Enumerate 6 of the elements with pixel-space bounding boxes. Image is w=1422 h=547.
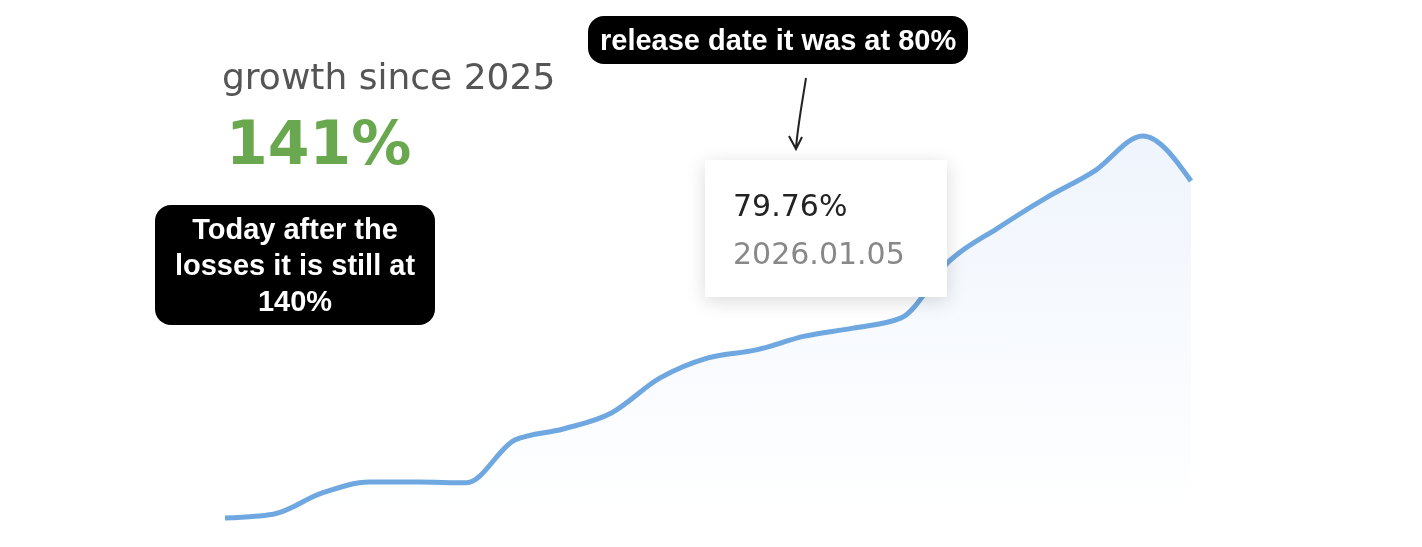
annotation: 2026.01.05	[733, 236, 905, 271]
chart-subtitle: 141%	[226, 108, 412, 178]
annotation: Today after the losses it is still at 140%	[155, 205, 435, 325]
chart-title: growth since 2025	[222, 56, 556, 97]
text: release date it was at 80%	[588, 16, 969, 64]
annotation: 79.76%	[733, 188, 848, 223]
